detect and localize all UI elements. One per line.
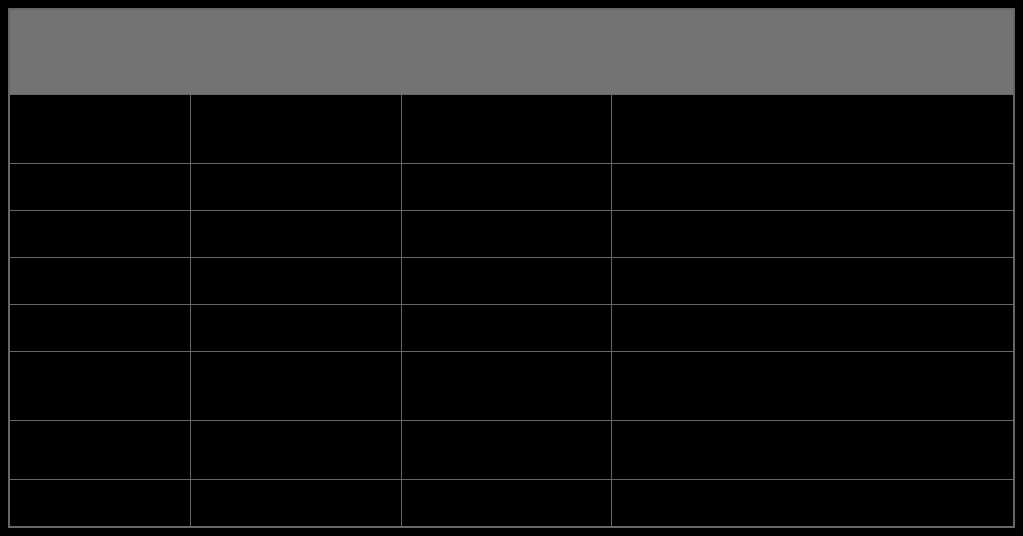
table-cell (612, 480, 1014, 527)
table-row (10, 257, 1014, 304)
table-cell (401, 257, 612, 304)
table-cell (190, 257, 401, 304)
table-row (10, 95, 1014, 164)
table-cell (401, 351, 612, 420)
table-header-row (10, 10, 1014, 95)
table-cell (190, 304, 401, 351)
table (9, 9, 1014, 527)
table-cell (401, 164, 612, 211)
table-cell (10, 351, 191, 420)
table-cell (10, 164, 191, 211)
table-cell (401, 211, 612, 258)
table-cell (401, 304, 612, 351)
table-cell (10, 420, 191, 479)
table-row (10, 420, 1014, 479)
table-cell (190, 95, 401, 164)
table-cell (612, 351, 1014, 420)
table-cell (401, 95, 612, 164)
table-cell (190, 211, 401, 258)
table-cell (10, 304, 191, 351)
table-row (10, 211, 1014, 258)
table-cell (612, 420, 1014, 479)
table-cell (401, 480, 612, 527)
table-cell (612, 257, 1014, 304)
table-cell (190, 480, 401, 527)
table-cell (10, 480, 191, 527)
table-row (10, 480, 1014, 527)
table-header (10, 10, 1014, 95)
table-row (10, 351, 1014, 420)
table-cell (10, 211, 191, 258)
table-row (10, 304, 1014, 351)
table-cell (190, 164, 401, 211)
table-cell (612, 95, 1014, 164)
table-cell (10, 95, 191, 164)
table-cell (190, 351, 401, 420)
table-cell (612, 304, 1014, 351)
table-cell (612, 211, 1014, 258)
table-cell (401, 420, 612, 479)
table-cell (190, 420, 401, 479)
data-table (8, 8, 1015, 528)
table-row (10, 164, 1014, 211)
table-cell (10, 257, 191, 304)
table-body (10, 95, 1014, 527)
table-cell (612, 164, 1014, 211)
